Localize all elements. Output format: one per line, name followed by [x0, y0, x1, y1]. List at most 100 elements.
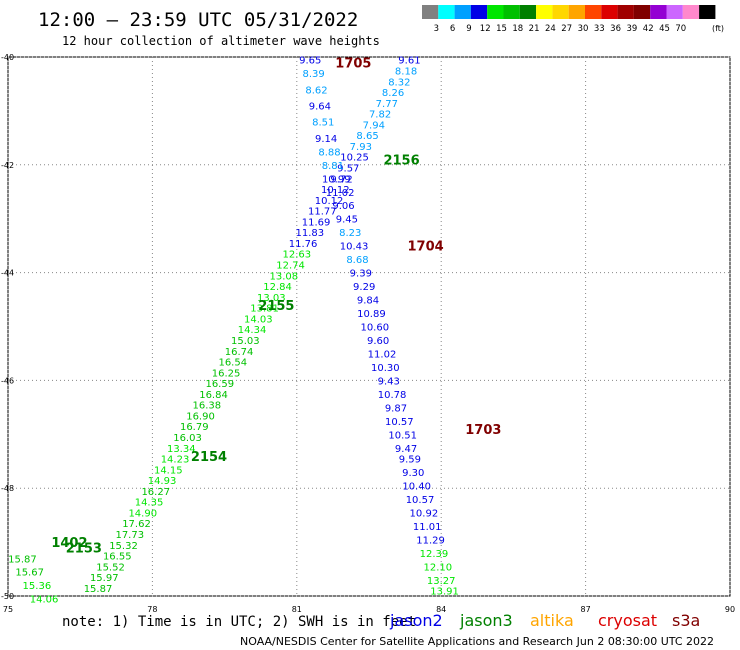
- wave-height-label: 11.02: [368, 349, 397, 360]
- legend-swatch: [601, 5, 618, 19]
- wave-height-label: 8.65: [356, 131, 378, 142]
- pass-time-label: 2153: [66, 541, 102, 556]
- legend-label: 3: [434, 24, 439, 34]
- wave-height-label: 10.30: [371, 363, 400, 374]
- wave-height-label: 12.84: [263, 282, 292, 293]
- wave-height-label: 8.68: [346, 255, 368, 266]
- wave-height-label: 16.90: [186, 411, 215, 422]
- wave-height-label: 7.82: [369, 110, 391, 121]
- legend-unit: (ft): [712, 24, 724, 33]
- wave-height-label: 9.61: [398, 56, 420, 67]
- y-tick-label: -48: [1, 484, 14, 493]
- satellite-name: cryosat: [598, 611, 657, 630]
- chart-title: 12:00 – 23:59 UTC 05/31/2022: [38, 9, 358, 31]
- wave-height-label: 15.03: [231, 336, 260, 347]
- satellite-name: s3a: [672, 611, 700, 630]
- wave-height-label: 9.59: [399, 455, 421, 466]
- data-points: 9.618.188.328.267.777.827.948.657.9310.2…: [8, 56, 459, 606]
- legend-swatch: [536, 5, 553, 19]
- legend-swatch: [568, 5, 585, 19]
- legend-swatch: [666, 5, 683, 19]
- wave-height-label: 14.03: [244, 314, 273, 325]
- wave-height-label: 10.99: [322, 174, 351, 185]
- wave-height-label: 11.29: [416, 535, 445, 546]
- wave-height-label: 9.43: [378, 376, 400, 387]
- wave-height-label: 8.39: [303, 69, 325, 80]
- legend-swatch: [650, 5, 667, 19]
- legend-label: 9: [466, 24, 471, 34]
- legend-swatch: [487, 5, 504, 19]
- wave-height-label: 10.12: [321, 185, 350, 196]
- wave-height-label: 8.51: [312, 118, 334, 129]
- plot-grid: [7, 56, 731, 597]
- legend-label: 30: [578, 24, 589, 34]
- wave-height-label: 16.03: [173, 433, 202, 444]
- wave-height-label: 9.45: [336, 215, 358, 226]
- legend-swatch: [470, 5, 488, 19]
- legend-swatch: [519, 5, 537, 19]
- legend-label: 12: [480, 24, 491, 34]
- wave-height-label: 8.18: [395, 66, 417, 77]
- wave-height-label: 9.65: [299, 56, 321, 67]
- wave-height-label: 10.78: [378, 390, 407, 401]
- wave-height-label: 8.23: [339, 228, 361, 239]
- y-tick-label: -42: [1, 161, 14, 170]
- wave-height-label: 14.15: [154, 465, 183, 476]
- wave-height-label: 16.38: [192, 401, 221, 412]
- wave-height-label: 14.90: [128, 508, 157, 519]
- wave-height-label: 7.77: [376, 99, 398, 110]
- y-tick-label: -46: [1, 376, 14, 385]
- color-legend: 3 6 9 12 15 18 21 24 27 30 33 36 39 42 45 70: [422, 5, 716, 34]
- legend-swatch: [633, 5, 651, 19]
- legend-swatch: [454, 5, 471, 19]
- wave-height-label: 12.39: [420, 549, 449, 560]
- wave-height-label: 13.08: [269, 271, 298, 282]
- wave-height-label: 14.06: [30, 595, 59, 606]
- legend-swatch: [438, 5, 455, 19]
- wave-height-label: 16.55: [103, 552, 132, 563]
- satellite-name: altika: [530, 611, 574, 630]
- pass-time-label: 1402: [51, 536, 87, 551]
- wave-height-label: 10.43: [340, 242, 369, 253]
- wave-height-label: 10.51: [388, 430, 417, 441]
- wave-height-label: 15.32: [109, 541, 138, 552]
- legend-swatch: [503, 5, 520, 19]
- wave-height-label: 16.27: [141, 487, 170, 498]
- wave-height-label: 14.23: [161, 455, 190, 466]
- legend-label: 39: [626, 24, 637, 34]
- wave-height-label: 7.94: [363, 120, 385, 131]
- chart-subtitle: 12 hour collection of altimeter wave hei…: [62, 34, 380, 48]
- wave-height-label: 11.69: [302, 217, 331, 228]
- footer-credit: NOAA/NESDIS Center for Satellite Applica…: [240, 635, 714, 648]
- legend-swatch: [699, 5, 716, 19]
- wave-height-label: 9.64: [309, 102, 331, 113]
- legend-swatch: [422, 5, 439, 19]
- wave-height-label: 14.93: [148, 476, 177, 487]
- wave-height-label: 7.93: [350, 142, 372, 153]
- legend-label: 45: [659, 24, 670, 34]
- y-tick-label: -44: [1, 269, 14, 278]
- wave-height-label: 9.14: [315, 134, 337, 145]
- wave-height-label: 11.01: [413, 522, 442, 533]
- pass-time-label: 2156: [383, 153, 419, 168]
- wave-height-label: 9.06: [332, 201, 354, 212]
- legend-label: 6: [450, 24, 455, 34]
- wave-height-label: 10.92: [410, 508, 439, 519]
- wave-height-label: 16.79: [180, 422, 209, 433]
- wave-height-label: 16.84: [199, 390, 228, 401]
- wave-height-label: 13.91: [430, 587, 459, 598]
- wave-height-label: 9.30: [402, 468, 424, 479]
- wave-height-label: 16.25: [212, 368, 241, 379]
- plot-axes: 75 78 81 84 87 90 -40 -42 -44 -46 -48 -50: [1, 53, 735, 614]
- wave-height-label: 9.29: [353, 282, 375, 293]
- wave-height-label: 9.72: [330, 174, 352, 185]
- wave-height-label: 10.25: [340, 153, 369, 164]
- wave-height-label: 16.74: [225, 347, 254, 358]
- wave-height-label: 16.59: [205, 379, 234, 390]
- x-tick-label: 84: [436, 605, 446, 614]
- wave-height-label: 9.84: [357, 296, 379, 307]
- x-tick-label: 87: [581, 605, 591, 614]
- wave-height-label: 15.36: [23, 581, 52, 592]
